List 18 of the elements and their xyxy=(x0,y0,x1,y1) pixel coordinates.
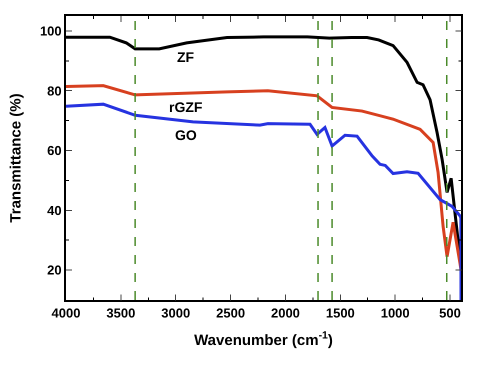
x-tick-label: 3000 xyxy=(161,305,190,320)
y-tick-label: 100 xyxy=(40,24,62,38)
x-tick-label: 1500 xyxy=(326,305,355,320)
x-tick-label: 2000 xyxy=(270,305,300,320)
y-tick-label: 60 xyxy=(47,143,62,158)
x-tick-label: 3500 xyxy=(106,305,136,320)
x-tick-label: 500 xyxy=(439,305,461,320)
x-tick-label: 4000 xyxy=(52,305,80,320)
y-axis-title: Transmittance (%) xyxy=(8,93,25,223)
x-tick-label: 1000 xyxy=(380,305,410,320)
y-tick-label: 80 xyxy=(47,83,62,98)
series-label: ZF xyxy=(177,49,195,65)
x-tick-label: 2500 xyxy=(216,305,246,320)
series-label: GO xyxy=(175,127,197,143)
series-label: rGZF xyxy=(169,99,203,115)
y-tick-label: 20 xyxy=(47,262,62,278)
y-tick-label: 40 xyxy=(47,202,62,218)
x-axis-title: Wavenumber (cm$^{-1}$) xyxy=(194,330,333,349)
